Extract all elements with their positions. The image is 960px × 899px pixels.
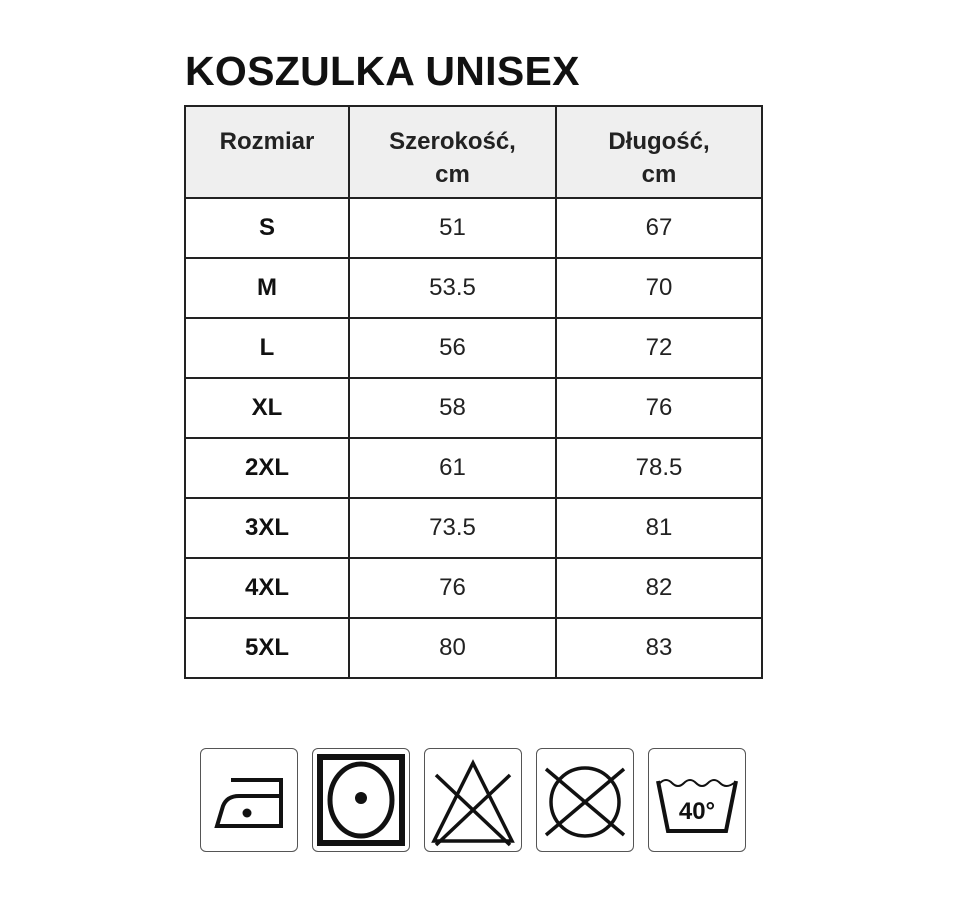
size-cell: 3XL <box>184 497 350 559</box>
page-title: KOSZULKA UNISEX <box>185 48 580 94</box>
size-cell: S <box>184 197 350 259</box>
width-cell: 73.5 <box>348 497 557 559</box>
header-length-line2: cm <box>641 161 677 188</box>
header-length-line1: Długość, <box>608 128 710 155</box>
iron-low-temperature-icon <box>200 748 298 852</box>
size-cell: XL <box>184 377 350 439</box>
header-length: Długość, cm <box>555 105 763 199</box>
length-cell: 76 <box>555 377 763 439</box>
width-cell: 51 <box>348 197 557 259</box>
tumble-dry-icon <box>312 748 410 852</box>
table-row: 2XL 61 78.5 <box>184 437 763 499</box>
wash-40-icon: 40° <box>648 748 746 852</box>
table-row: L 56 72 <box>184 317 763 379</box>
width-cell: 61 <box>348 437 557 499</box>
table-row: 5XL 80 83 <box>184 617 763 679</box>
table-row: 3XL 73.5 81 <box>184 497 763 559</box>
wash-temperature-label: 40° <box>679 798 715 825</box>
length-cell: 82 <box>555 557 763 619</box>
do-not-dry-clean-icon <box>536 748 634 852</box>
header-size: Rozmiar <box>184 105 350 199</box>
size-cell: 5XL <box>184 617 350 679</box>
table-row: S 51 67 <box>184 197 763 259</box>
length-cell: 81 <box>555 497 763 559</box>
length-cell: 83 <box>555 617 763 679</box>
size-cell: 2XL <box>184 437 350 499</box>
width-cell: 76 <box>348 557 557 619</box>
width-cell: 56 <box>348 317 557 379</box>
size-table: Rozmiar Szerokość, cm Długość, cm S 51 67 M 53… <box>184 105 763 679</box>
length-cell: 70 <box>555 257 763 319</box>
header-width-line2: cm <box>435 161 470 188</box>
width-cell: 53.5 <box>348 257 557 319</box>
header-width-line1: Szerokość, <box>389 128 516 155</box>
size-cell: L <box>184 317 350 379</box>
table-header-row: Rozmiar Szerokość, cm Długość, cm <box>184 105 763 199</box>
header-width: Szerokość, cm <box>348 105 557 199</box>
width-cell: 58 <box>348 377 557 439</box>
care-icons: 40° <box>200 748 746 852</box>
header-size-label: Rozmiar <box>219 128 315 155</box>
table-row: 4XL 76 82 <box>184 557 763 619</box>
length-cell: 67 <box>555 197 763 259</box>
length-cell: 78.5 <box>555 437 763 499</box>
size-cell: 4XL <box>184 557 350 619</box>
do-not-bleach-icon <box>424 748 522 852</box>
size-cell: M <box>184 257 350 319</box>
length-cell: 72 <box>555 317 763 379</box>
width-cell: 80 <box>348 617 557 679</box>
table-row: M 53.5 70 <box>184 257 763 319</box>
table-row: XL 58 76 <box>184 377 763 439</box>
